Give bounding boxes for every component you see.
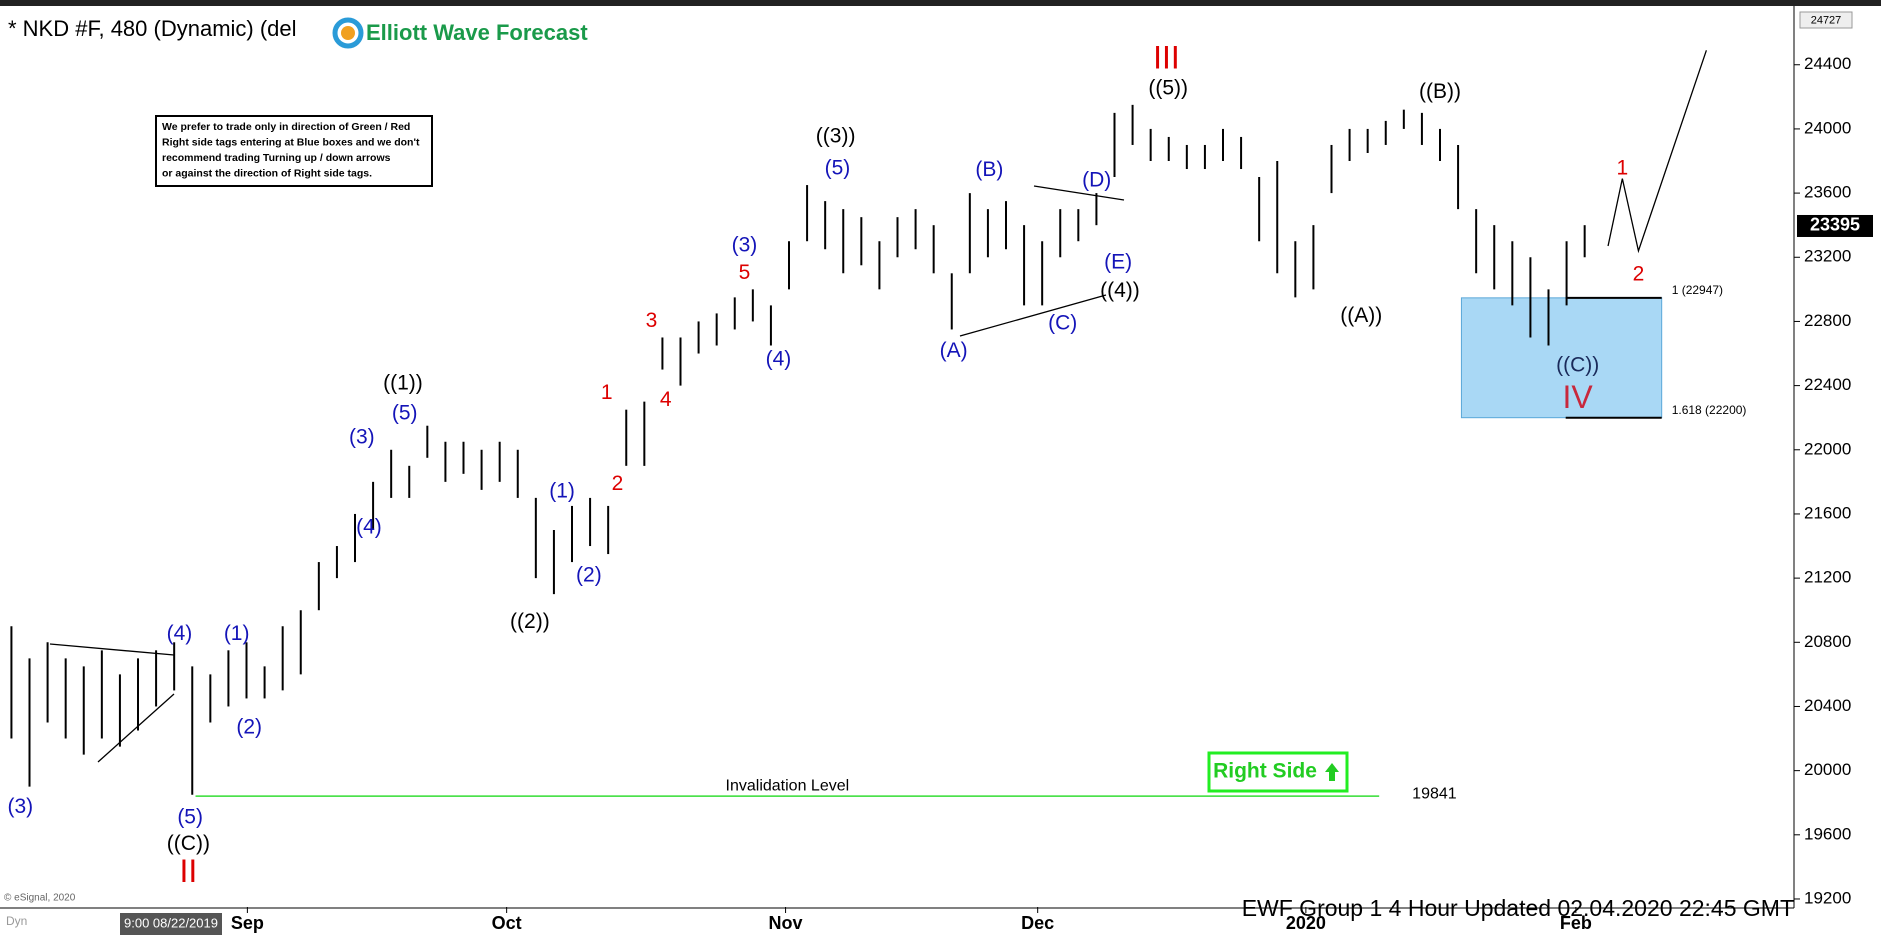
chart-title: * NKD #F, 480 (Dynamic) (del — [8, 16, 297, 41]
x-tick-label: 2020 — [1286, 913, 1326, 933]
wave-label: IV — [1563, 379, 1594, 415]
y-tick-label: 21600 — [1804, 503, 1851, 522]
y-tick-label: 24400 — [1804, 54, 1851, 73]
wave-label: (3) — [349, 425, 375, 448]
trendline — [97, 693, 175, 763]
wave-label: (4) — [766, 347, 792, 370]
wave-label: (3) — [732, 233, 758, 256]
y-tick-label: 21200 — [1804, 568, 1851, 587]
logo-icon-center — [341, 26, 355, 40]
trendlines — [49, 185, 1125, 763]
trendline — [49, 643, 175, 656]
wave-label: (C) — [1048, 311, 1077, 334]
wave-label: (1) — [549, 479, 575, 502]
wave-label: 1 — [1617, 157, 1629, 180]
y-tick-label: 20800 — [1804, 632, 1851, 651]
wave-label: ((5)) — [1148, 76, 1188, 99]
note-frame — [155, 115, 433, 187]
x-tick-label: Nov — [769, 913, 803, 933]
footer: EWF Group 1 4 Hour Updated 02.04.2020 22… — [1242, 895, 1794, 921]
wave-label: 2 — [1633, 262, 1645, 285]
note-line: recommend trading Turning up / down arro… — [162, 152, 391, 164]
wave-label: (E) — [1104, 250, 1132, 273]
y-tick-label: 22000 — [1804, 439, 1851, 458]
wave-label: (5) — [392, 401, 418, 424]
last-price-tag — [1797, 214, 1873, 237]
wave-label: II — [179, 853, 197, 889]
invalidation-label: Invalidation Level — [726, 777, 850, 794]
trendline — [959, 294, 1107, 337]
wave-label: (2) — [576, 563, 602, 586]
projection-path — [1607, 50, 1708, 254]
logo-text: Elliott Wave Forecast — [366, 20, 588, 45]
wave-label: ((A)) — [1340, 304, 1382, 327]
y-tick-label: 24000 — [1804, 118, 1851, 137]
right-side-label: Right Side — [1213, 760, 1317, 783]
wave-label: 3 — [646, 309, 658, 332]
corner-label: Dyn — [6, 914, 27, 928]
wave-label: (5) — [177, 806, 203, 829]
start-date-box — [120, 913, 222, 935]
x-tick-label: Dec — [1021, 913, 1054, 933]
wave-label: (B) — [975, 158, 1003, 181]
y-tick-label: 22400 — [1804, 375, 1851, 394]
last-price: 23395 — [1810, 215, 1860, 235]
fib-box — [1460, 297, 1663, 419]
wave-label: (D) — [1082, 169, 1111, 192]
x-tick-label: Oct — [492, 913, 522, 933]
invalidation-value: 19841 — [1412, 785, 1457, 802]
wave-label: (4) — [356, 515, 382, 538]
wave-label: 5 — [739, 261, 751, 284]
y-tick-label: 20400 — [1804, 696, 1851, 715]
logo: Elliott Wave Forecast — [332, 17, 588, 49]
wave-label: III — [1153, 39, 1180, 75]
note-line: Right side tags entering at Blue boxes a… — [162, 136, 420, 148]
wave-label: (A) — [940, 339, 968, 362]
fib-label: 1 (22947) — [1672, 283, 1723, 297]
x-tick-label: Feb — [1560, 913, 1592, 933]
wave-label: 4 — [660, 388, 672, 411]
top-price-tag — [1799, 11, 1853, 29]
wave-label: (5) — [825, 157, 851, 180]
top-price: 24727 — [1811, 14, 1842, 26]
note-line: We prefer to trade only in direction of … — [162, 121, 410, 133]
wave-label: ((4)) — [1100, 279, 1140, 302]
right-side-frame — [1207, 751, 1349, 793]
y-tick-label: 19200 — [1804, 888, 1851, 907]
y-tick-label: 23600 — [1804, 183, 1851, 202]
copyright: © eSignal, 2020 — [4, 893, 76, 904]
top-bar — [0, 0, 1881, 6]
wave-label: (3) — [7, 795, 33, 818]
wave-label: ((C)) — [1556, 353, 1599, 376]
wave-label: (2) — [236, 716, 262, 739]
up-arrow — [1325, 763, 1339, 781]
wave-label: ((C)) — [167, 832, 210, 855]
logo-icon — [332, 17, 364, 49]
right-side-tag: Right Side — [1207, 751, 1349, 793]
y-tick-label: 20000 — [1804, 760, 1851, 779]
x-tick-label: Sep — [231, 913, 264, 933]
y-tick-label: 22800 — [1804, 311, 1851, 330]
wave-label: (1) — [224, 622, 250, 645]
fib-label: 1.618 (22200) — [1672, 403, 1747, 417]
start-date: 9:00 08/22/2019 — [124, 915, 218, 930]
wave-label: (4) — [167, 622, 193, 645]
wave-label: 2 — [612, 472, 624, 495]
wave-label: ((3)) — [816, 124, 856, 147]
wave-label: ((B)) — [1419, 80, 1461, 103]
y-tick-label: 23200 — [1804, 247, 1851, 266]
wave-label: 1 — [601, 381, 613, 404]
wave-label: ((1)) — [383, 371, 423, 394]
wave-label: ((2)) — [510, 610, 550, 633]
y-tick-label: 19600 — [1804, 824, 1851, 843]
note-line: or against the direction of Right side t… — [162, 167, 372, 179]
note-box: We prefer to trade only in direction of … — [155, 115, 433, 187]
trendline — [1033, 185, 1125, 201]
